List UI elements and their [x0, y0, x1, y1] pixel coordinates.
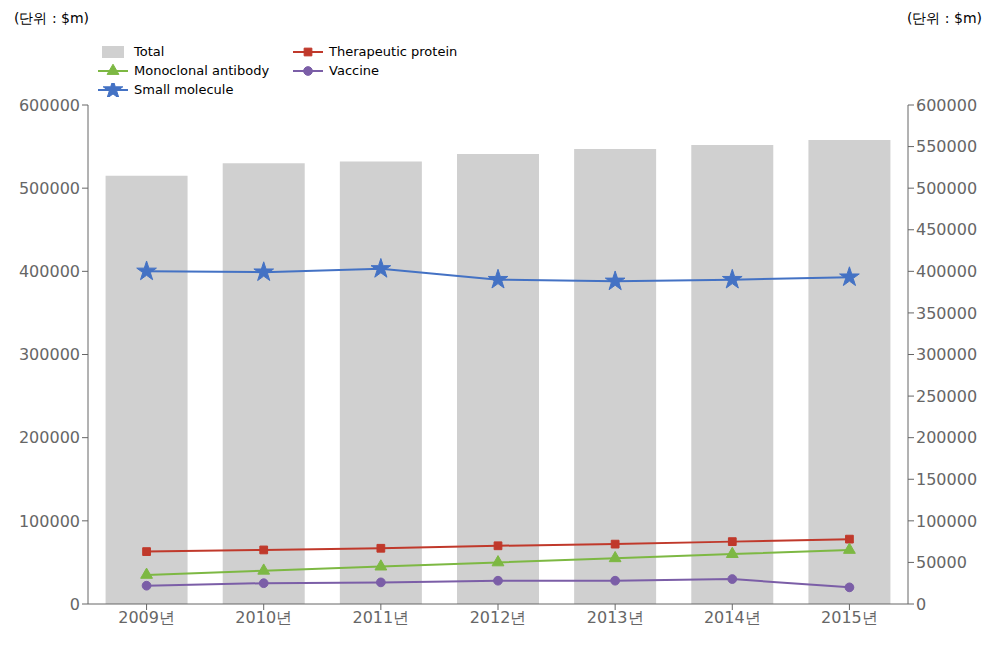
svg-text:500000: 500000 — [916, 179, 977, 198]
html-text:Vaccine: Vaccine — [329, 63, 380, 78]
html-text:Small molecule: Small molecule — [134, 82, 234, 97]
html-text:(단위 : $m): (단위 : $m) — [14, 10, 90, 26]
html-text:Therapeutic protein: Therapeutic protein — [329, 44, 458, 59]
svg-text:0: 0 — [916, 595, 926, 614]
svg-text:350000: 350000 — [916, 304, 977, 323]
svg-text:2013년: 2013년 — [587, 608, 644, 627]
svg-text:400000: 400000 — [19, 262, 80, 281]
svg-text:200000: 200000 — [916, 428, 977, 447]
svg-text:300000: 300000 — [916, 345, 977, 364]
svg-text:2009년: 2009년 — [118, 608, 175, 627]
svg-text:50000: 50000 — [916, 553, 967, 572]
svg-text:2011년: 2011년 — [352, 608, 409, 627]
svg-text:500000: 500000 — [19, 179, 80, 198]
svg-text:400000: 400000 — [916, 262, 977, 281]
svg-text:200000: 200000 — [19, 428, 80, 447]
svg-text:100000: 100000 — [19, 512, 80, 531]
html-text:(단위 : $m): (단위 : $m) — [906, 10, 982, 26]
svg-text:600000: 600000 — [19, 96, 80, 115]
svg-text:150000: 150000 — [916, 470, 977, 489]
svg-text:2015년: 2015년 — [821, 608, 878, 627]
svg-text:2014년: 2014년 — [704, 608, 761, 627]
svg-text:0: 0 — [70, 595, 80, 614]
html-text:Monoclonal antibody: Monoclonal antibody — [134, 63, 270, 78]
svg-text:2010년: 2010년 — [235, 608, 292, 627]
svg-text:250000: 250000 — [916, 387, 977, 406]
svg-text:450000: 450000 — [916, 220, 977, 239]
svg-text:2012년: 2012년 — [470, 608, 527, 627]
svg-text:300000: 300000 — [19, 345, 80, 364]
html-text:Total: Total — [134, 44, 165, 59]
svg-text:100000: 100000 — [916, 512, 977, 531]
svg-text:550000: 550000 — [916, 137, 977, 156]
svg-text:600000: 600000 — [916, 96, 977, 115]
